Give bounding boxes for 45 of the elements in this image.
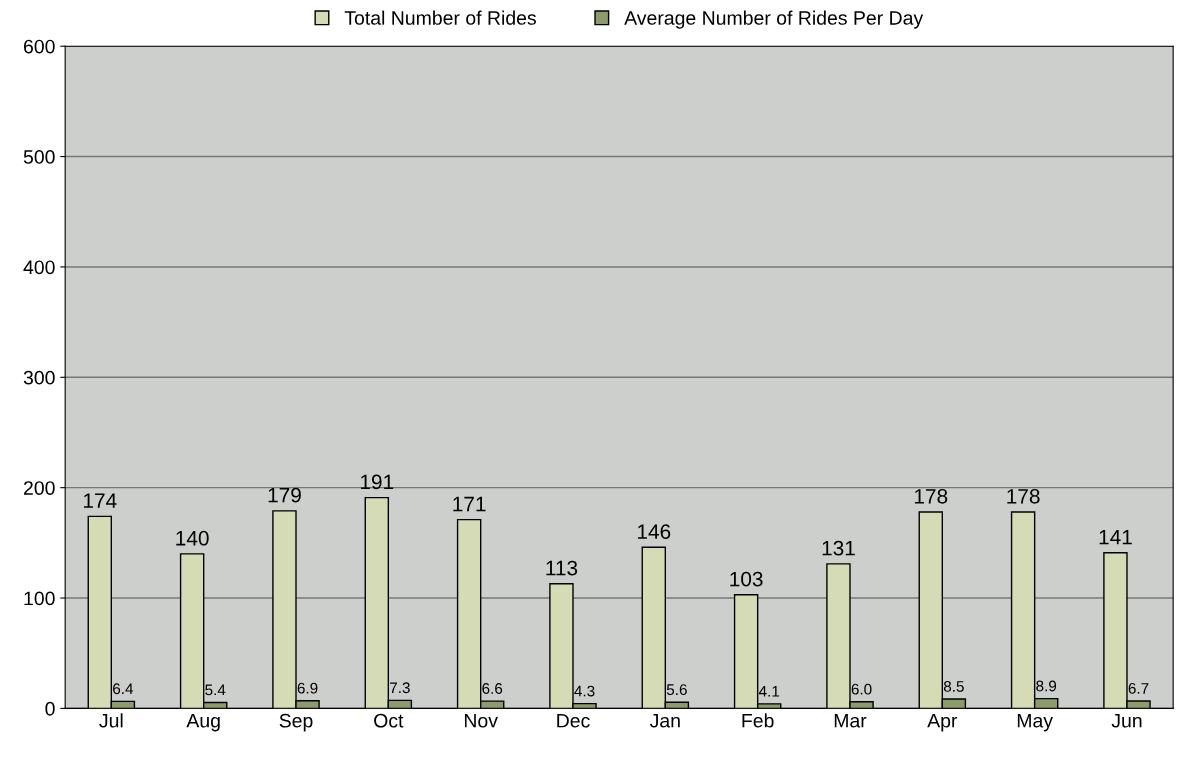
- data-label: 7.3: [390, 682, 410, 694]
- data-label: 178: [914, 488, 948, 504]
- x-tick-label: Nov: [464, 713, 498, 728]
- x-tick-label: Aug: [186, 713, 220, 732]
- data-label: 191: [361, 474, 394, 490]
- data-label: 140: [176, 530, 209, 546]
- x-tick-label: Feb: [742, 713, 774, 728]
- x-tick-label: Jan: [649, 713, 680, 728]
- data-label: 4.1: [758, 686, 780, 697]
- x-tick-label: Apr: [927, 713, 958, 732]
- y-tick-label: 200: [23, 481, 55, 495]
- data-label: 103: [730, 571, 763, 587]
- data-label: 5.6: [666, 684, 687, 696]
- data-label: 6.0: [851, 683, 872, 695]
- data-label: 8.9: [1036, 680, 1057, 692]
- data-label: 6.9: [297, 682, 318, 694]
- x-tick-label: Dec: [557, 713, 590, 728]
- data-label: 5.4: [205, 684, 226, 696]
- data-label: 174: [84, 493, 117, 508]
- legend-label: Total Number of Rides: [344, 10, 536, 25]
- data-label: 4.3: [574, 685, 595, 697]
- y-tick-label: 600: [24, 39, 55, 54]
- x-tick-label: Oct: [374, 713, 404, 728]
- data-label: 131: [822, 540, 855, 556]
- y-tick-label: 500: [23, 150, 55, 164]
- data-label: 6.7: [1128, 683, 1149, 694]
- data-label: 6.4: [113, 683, 134, 695]
- data-label: 6.6: [482, 683, 503, 694]
- data-label: 178: [1007, 488, 1040, 504]
- x-tick-label: Jun: [1111, 713, 1142, 728]
- data-label: 171: [453, 496, 486, 512]
- x-tick-label: May: [1017, 713, 1053, 732]
- data-label: 8.5: [943, 681, 964, 692]
- x-tick-label: Sep: [279, 713, 313, 732]
- x-tick-label: Mar: [834, 713, 867, 728]
- data-label: 113: [546, 560, 578, 576]
- y-tick-label: 0: [45, 701, 55, 716]
- data-label: 146: [638, 524, 671, 539]
- data-label: 141: [1099, 529, 1132, 545]
- data-label: 179: [268, 487, 301, 503]
- y-tick-label: 300: [23, 370, 55, 385]
- legend-label: Average Number of Rides Per Day: [624, 10, 924, 29]
- y-tick-label: 100: [24, 591, 55, 606]
- x-tick-label: Jul: [99, 713, 123, 728]
- y-tick-label: 400: [23, 260, 55, 275]
